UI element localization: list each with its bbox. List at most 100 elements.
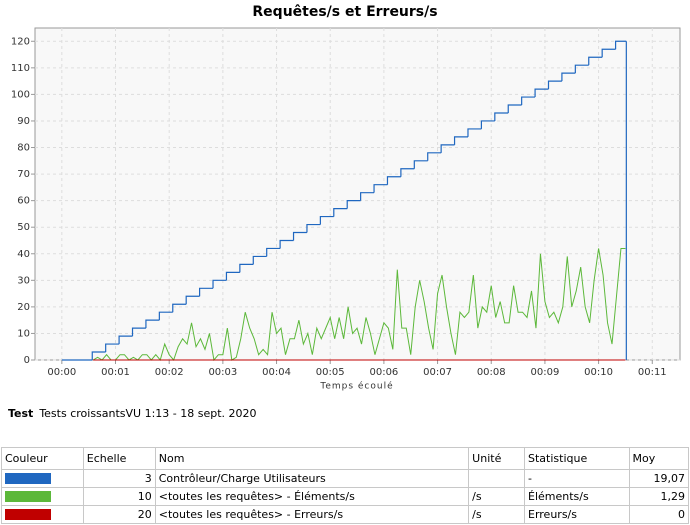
step-segment [440, 144, 455, 153]
y-tick-label: 100 [11, 89, 30, 100]
x-tick-label: 00:00 [47, 367, 76, 378]
column-header: Nom [154, 447, 470, 470]
color-swatch [5, 509, 51, 520]
scale-cell: 10 [82, 487, 156, 506]
step-segment [279, 239, 294, 249]
step-segment [521, 96, 536, 106]
color-cell [1, 487, 84, 506]
step-segment [333, 208, 348, 217]
step-segment [534, 88, 549, 98]
scale-cell: 3 [82, 469, 156, 488]
step-segment [319, 215, 334, 225]
table-row: 20 <toutes les requêtes> - Erreurs/s/s Err… [1, 505, 690, 524]
x-tick-label: 00:11 [638, 367, 667, 378]
mean-cell: 1,29 [628, 487, 690, 506]
step-segment [158, 311, 173, 321]
color-swatch [5, 473, 51, 484]
y-tick-label: 70 [17, 169, 30, 180]
step-segment [239, 263, 254, 273]
step-segment [185, 295, 200, 305]
y-tick-label: 0 [24, 355, 30, 366]
step-segment [131, 327, 146, 337]
step-segment [427, 152, 442, 161]
column-header: Couleur [1, 447, 84, 470]
x-tick-label: 00:08 [477, 367, 506, 378]
step-segment [91, 351, 106, 360]
chart-title: Requêtes/s et Erreurs/s [252, 4, 437, 20]
plot-area [34, 27, 681, 361]
x-tick-label: 00:02 [155, 367, 184, 378]
step-segment [480, 120, 495, 129]
legend-table: Couleur Echelle Nom Unité Statistique Moy 3 Con… [1, 447, 690, 524]
step-segment [292, 231, 307, 241]
y-tick-label: 110 [11, 63, 30, 74]
step-segment [346, 200, 361, 209]
step-segment [413, 160, 428, 169]
name-cell: <toutes les requêtes> - Erreurs/s [154, 505, 470, 524]
color-swatch [5, 491, 51, 502]
x-axis-title: Temps écoulé [319, 381, 393, 392]
step-segment [547, 80, 562, 90]
step-segment [225, 271, 240, 281]
step-segment [386, 176, 401, 185]
step-segment [266, 247, 281, 257]
x-tick-label: 00:03 [208, 367, 237, 378]
table-row: 10 <toutes les requêtes> - Éléments/s/s Él… [1, 487, 690, 506]
step-segment [588, 56, 603, 66]
y-tick-label: 40 [17, 249, 30, 260]
step-segment [212, 279, 227, 289]
step-segment [574, 64, 589, 74]
mean-cell: 0 [628, 505, 690, 524]
step-segment [105, 343, 120, 353]
step-segment [614, 40, 627, 50]
y-tick-label: 60 [17, 196, 30, 207]
step-segment [467, 128, 482, 137]
mean-cell: 19,07 [628, 469, 690, 488]
unit-cell: /s [468, 505, 525, 524]
series-line [92, 247, 626, 362]
x-tick-label: 00:10 [584, 367, 613, 378]
y-tick-label: 20 [17, 302, 30, 313]
x-tick-label: 00:09 [531, 367, 560, 378]
statistic-cell: Éléments/s [524, 487, 630, 506]
x-tick-label: 00:01 [101, 367, 130, 378]
step-segment [561, 72, 576, 82]
name-cell: <toutes les requêtes> - Éléments/s [154, 487, 470, 506]
x-tick-label: 00:04 [262, 367, 291, 378]
test-value: Tests croissantsVU 1:13 - 18 sept. 2020 [39, 407, 257, 420]
y-tick-label: 80 [17, 143, 30, 154]
step-segment [494, 112, 509, 121]
column-header: Unité [468, 447, 525, 470]
scale-cell: 20 [82, 505, 156, 524]
step-segment [400, 168, 415, 177]
name-cell: Contrôleur/Charge Utilisateurs [154, 469, 470, 488]
y-tick-label: 30 [17, 275, 30, 286]
step-segment [172, 303, 187, 313]
y-tick-label: 90 [17, 116, 30, 127]
test-label: Test [8, 407, 34, 420]
x-tick-label: 00:07 [423, 367, 452, 378]
x-tick-label: 00:05 [316, 367, 345, 378]
step-segment [306, 223, 321, 233]
unit-cell [468, 469, 525, 488]
step-segment [199, 287, 214, 297]
step-segment [507, 104, 522, 113]
statistic-cell: - [524, 469, 630, 488]
step-segment [601, 48, 616, 58]
y-tick-label: 120 [11, 36, 30, 47]
step-segment [453, 136, 468, 145]
chart: Requêtes/s et Erreurs/s 0 10 20 30 40 50 60 70 8… [11, 4, 681, 392]
step-segment [118, 335, 133, 345]
column-header: Statistique [524, 447, 630, 470]
step-segment [373, 184, 388, 193]
x-tick-label: 00:06 [369, 367, 398, 378]
test-info: Test Tests croissantsVU 1:13 - 18 sept. 2… [8, 407, 257, 420]
y-tick-label: 10 [17, 328, 30, 339]
color-cell [1, 469, 84, 488]
y-tick-label: 50 [17, 222, 30, 233]
step-segment [360, 192, 375, 201]
step-segment [145, 319, 160, 329]
table-row: 3 Contrôleur/Charge Utilisateurs -19,07 [1, 469, 690, 488]
color-cell [1, 505, 84, 524]
